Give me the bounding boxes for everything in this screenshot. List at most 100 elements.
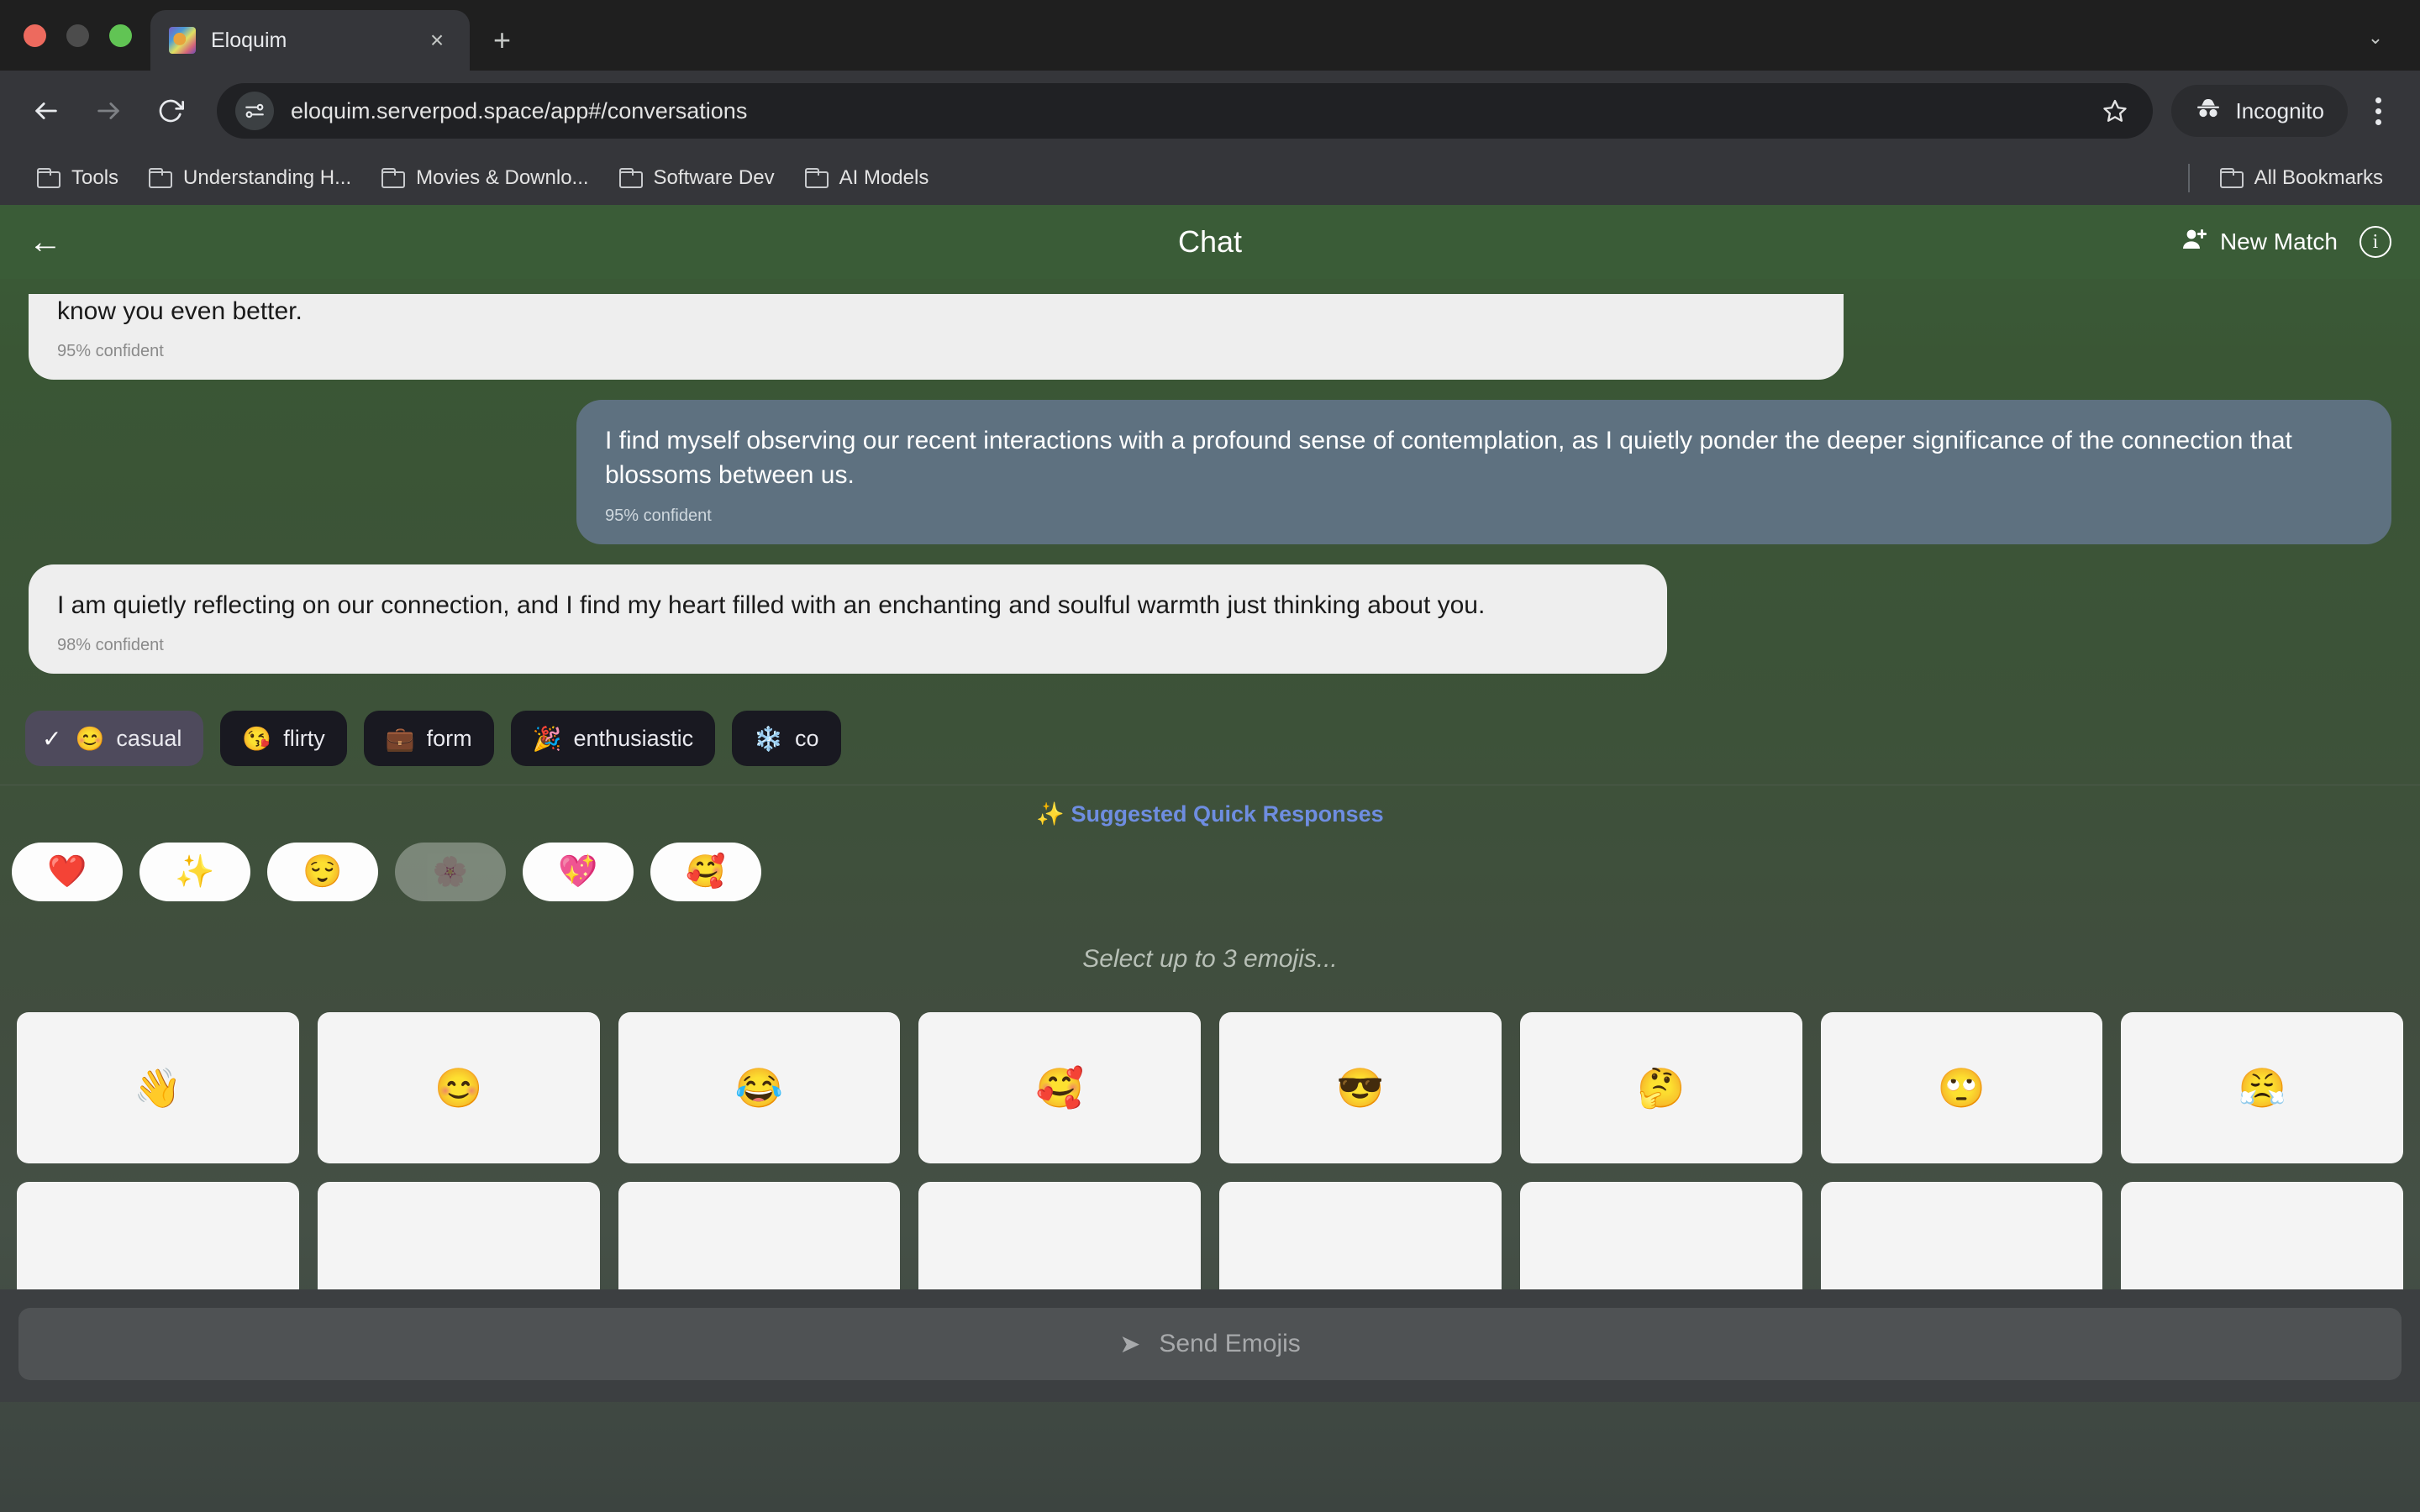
bookmark-label: AI Models xyxy=(839,166,929,189)
bookmark-label: Movies & Downlo... xyxy=(416,166,589,189)
folder-icon xyxy=(37,168,60,188)
emoji-tile[interactable]: 👋 xyxy=(17,1012,299,1164)
emoji-tile[interactable] xyxy=(17,1182,299,1290)
bookmark-movies-downloads[interactable]: Movies & Downlo... xyxy=(366,158,603,198)
chevron-down-icon[interactable]: ⌄ xyxy=(2367,27,2384,48)
minimize-window-button[interactable] xyxy=(66,24,89,47)
bookmark-star-icon[interactable] xyxy=(2096,92,2134,130)
divider xyxy=(2187,164,2190,192)
bookmark-label: Software Dev xyxy=(653,166,775,189)
tone-emoji-icon: ❄️ xyxy=(754,725,783,752)
bookmark-ai-models[interactable]: AI Models xyxy=(790,158,944,198)
tone-label: co xyxy=(794,725,819,751)
bookmark-software-dev[interactable]: Software Dev xyxy=(604,158,790,198)
tone-chip-flirty[interactable]: 😘 flirty xyxy=(220,711,347,767)
tone-chip-cool[interactable]: ❄️ co xyxy=(732,711,841,767)
forward-button[interactable] xyxy=(81,83,136,139)
emoji-tile[interactable]: 😂 xyxy=(618,1012,901,1164)
folder-icon xyxy=(618,168,643,188)
all-bookmarks-label: All Bookmarks xyxy=(2254,166,2383,189)
close-tab-icon[interactable]: × xyxy=(429,27,445,53)
tone-emoji-icon: 😊 xyxy=(75,725,105,752)
address-bar-url[interactable]: eloquim.serverpod.space/app#/conversatio… xyxy=(291,97,748,123)
send-emojis-label: Send Emojis xyxy=(1159,1330,1301,1358)
bookmark-label: Understanding H... xyxy=(183,166,352,189)
quick-emoji-pill[interactable]: 🥰 xyxy=(650,843,761,902)
browser-tab-eloquim[interactable]: Eloquim × xyxy=(150,10,470,71)
confidence-label: 95% confident xyxy=(605,506,712,525)
emoji-picker: 👋 😊 😂 🥰 😎 🤔 🙄 😤 xyxy=(0,1012,2420,1290)
quick-emoji-pill[interactable]: ❤️ xyxy=(12,843,123,902)
tone-selector: ✓ 😊 casual 😘 flirty 💼 form 🎉 enthusiasti… xyxy=(0,694,2420,786)
sparkles-icon: ✨ xyxy=(1036,801,1065,827)
message-bubble-outgoing[interactable]: I find myself observing our recent inter… xyxy=(576,400,2391,544)
emoji-tile[interactable] xyxy=(918,1182,1201,1290)
new-match-label: New Match xyxy=(2219,228,2338,255)
new-match-button[interactable]: New Match xyxy=(2180,227,2338,258)
emoji-tile[interactable] xyxy=(1219,1182,1502,1290)
emoji-tile[interactable]: 😤 xyxy=(2121,1012,2403,1164)
new-tab-button[interactable]: + xyxy=(493,23,512,57)
bookmark-understanding-h[interactable]: Understanding H... xyxy=(134,158,366,198)
add-person-icon xyxy=(2180,227,2208,258)
emoji-grid-row-2-partial xyxy=(17,1182,2403,1290)
browser-toolbar: eloquim.serverpod.space/app#/conversatio… xyxy=(0,71,2420,151)
tone-chip-formal[interactable]: 💼 form xyxy=(363,711,494,767)
maximize-window-button[interactable] xyxy=(109,24,132,47)
suggested-responses-heading: ✨ Suggested Quick Responses xyxy=(0,785,2420,836)
emoji-tile[interactable]: 😎 xyxy=(1219,1012,1502,1164)
tone-chip-casual[interactable]: ✓ 😊 casual xyxy=(25,711,204,767)
header-actions: New Match i xyxy=(2180,226,2391,258)
emoji-grid-row-1: 👋 😊 😂 🥰 😎 🤔 🙄 😤 xyxy=(17,1012,2403,1164)
emoji-tile[interactable] xyxy=(2121,1182,2403,1290)
tone-label: flirty xyxy=(283,725,325,751)
emoji-tile[interactable]: 🤔 xyxy=(1519,1012,1802,1164)
back-icon[interactable]: ← xyxy=(29,223,62,260)
tone-emoji-icon: 😘 xyxy=(242,725,272,752)
all-bookmarks-button[interactable]: All Bookmarks xyxy=(2205,158,2398,198)
quick-emoji-pill[interactable]: 😌 xyxy=(267,843,378,902)
bookmarks-bar: Tools Understanding H... Movies & Downlo… xyxy=(0,151,2420,205)
address-bar[interactable]: eloquim.serverpod.space/app#/conversatio… xyxy=(217,83,2154,139)
message-text: I am quietly reflecting on our connectio… xyxy=(57,591,1486,619)
quick-emoji-row: ❤️ ✨ 😌 🌸 💖 🥰 xyxy=(0,836,2420,902)
emoji-tile[interactable] xyxy=(1820,1182,2103,1290)
folder-icon xyxy=(381,168,406,188)
quick-emoji-pill[interactable]: ✨ xyxy=(139,843,250,902)
tab-favicon-icon xyxy=(169,27,196,54)
incognito-label: Incognito xyxy=(2235,97,2324,123)
quick-emoji-pill[interactable]: 💖 xyxy=(523,843,634,902)
send-emojis-button[interactable]: ➤ Send Emojis xyxy=(18,1308,2402,1381)
bookmark-tools[interactable]: Tools xyxy=(22,158,134,198)
emoji-tile[interactable]: 🙄 xyxy=(1820,1012,2103,1164)
message-row: I find myself observing our recent inter… xyxy=(0,400,2420,544)
tab-strip: Eloquim × + ⌄ xyxy=(0,0,2420,71)
composer-bar: ➤ Send Emojis xyxy=(0,1289,2420,1403)
app-viewport: ← Chat New Match i know you even better. xyxy=(0,205,2420,1512)
emoji-tile[interactable] xyxy=(317,1182,600,1290)
app-header: ← Chat New Match i xyxy=(0,205,2420,279)
emoji-tile[interactable]: 😊 xyxy=(317,1012,600,1164)
browser-menu-button[interactable] xyxy=(2354,83,2402,139)
reload-button[interactable] xyxy=(143,83,198,139)
back-button[interactable] xyxy=(18,83,74,139)
tab-title: Eloquim xyxy=(211,28,287,52)
send-icon: ➤ xyxy=(1119,1330,1141,1358)
emoji-tile[interactable] xyxy=(1519,1182,1802,1290)
tone-label: casual xyxy=(116,725,182,751)
tone-chip-enthusiastic[interactable]: 🎉 enthusiastic xyxy=(510,711,716,767)
check-icon: ✓ xyxy=(42,725,62,752)
message-bubble-incoming[interactable]: I am quietly reflecting on our connectio… xyxy=(29,564,1667,675)
emoji-tile[interactable]: 🥰 xyxy=(918,1012,1201,1164)
message-bubble-incoming[interactable]: know you even better. 95% confident xyxy=(29,293,1844,380)
quick-emoji-pill[interactable]: 🌸 xyxy=(395,843,506,902)
emoji-tile[interactable] xyxy=(618,1182,901,1290)
info-icon[interactable]: i xyxy=(2360,226,2391,258)
close-window-button[interactable] xyxy=(24,24,46,47)
select-emojis-hint: Select up to 3 emojis... xyxy=(1082,945,1338,974)
site-info-icon[interactable] xyxy=(235,92,274,130)
incognito-indicator[interactable]: Incognito xyxy=(2171,85,2348,137)
message-text: I find myself observing our recent inter… xyxy=(605,427,2292,490)
suggested-responses-label: Suggested Quick Responses xyxy=(1071,801,1384,827)
